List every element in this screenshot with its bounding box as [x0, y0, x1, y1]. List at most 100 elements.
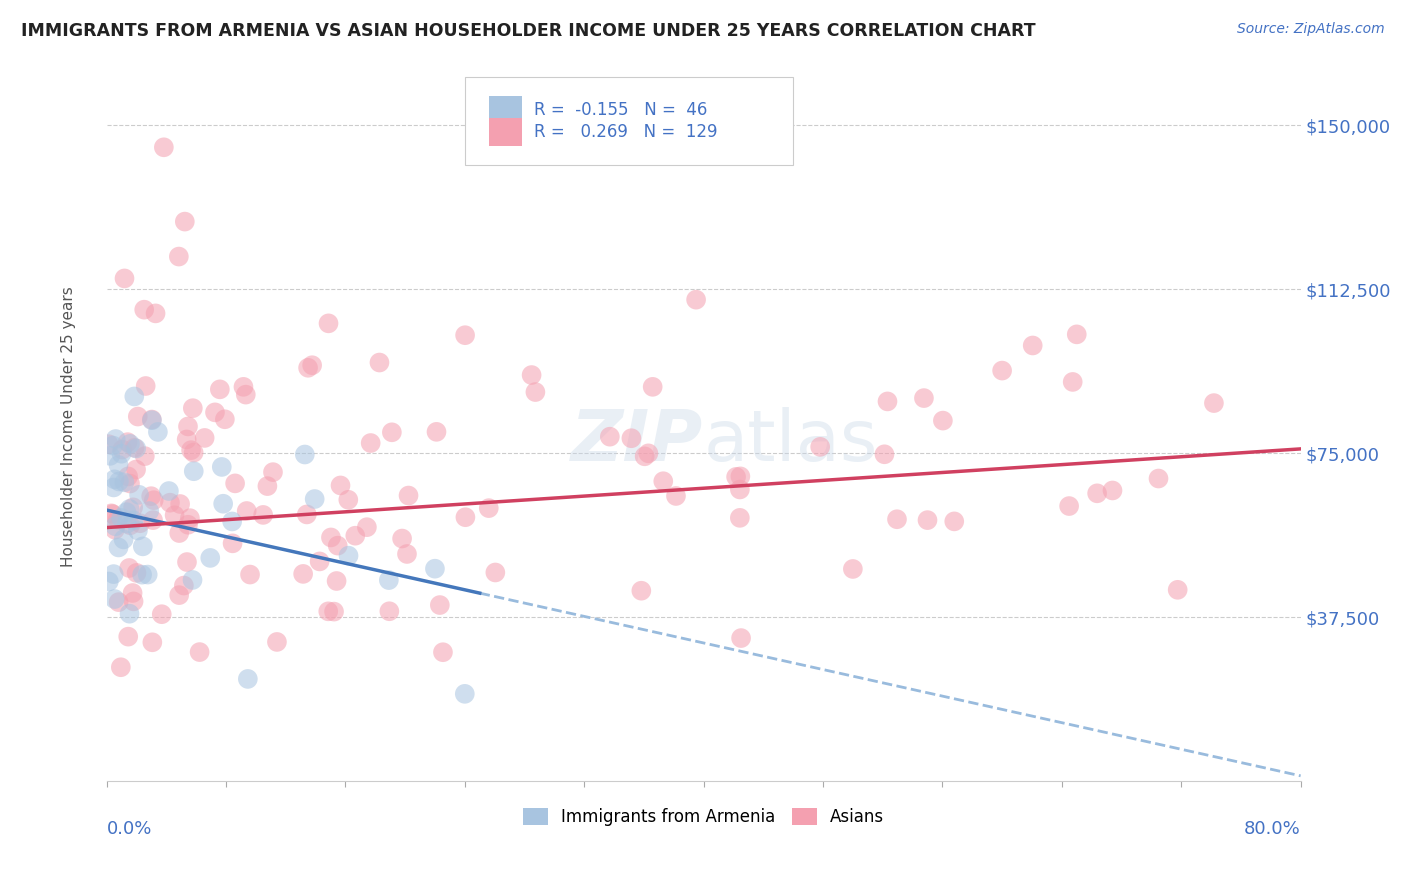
Point	[183, 445, 205, 459]
Point	[378, 604, 401, 618]
Point	[108, 475, 131, 489]
Point	[118, 437, 141, 451]
Point	[138, 504, 160, 518]
Text: atlas: atlas	[703, 407, 877, 475]
Point	[181, 573, 204, 587]
Point	[1101, 483, 1123, 498]
Point	[239, 567, 262, 582]
Point	[188, 645, 211, 659]
Point	[725, 470, 748, 484]
Point	[180, 443, 202, 458]
Point	[326, 539, 349, 553]
Point	[167, 588, 190, 602]
Point	[236, 672, 259, 686]
Point	[432, 645, 454, 659]
Bar	[489, 95, 522, 124]
Point	[124, 441, 146, 455]
Text: 80.0%: 80.0%	[1244, 820, 1301, 838]
Point	[316, 604, 339, 618]
Point	[266, 635, 288, 649]
Point	[110, 447, 132, 461]
Point	[159, 496, 181, 510]
Point	[110, 511, 132, 525]
Point	[107, 541, 129, 555]
Point	[211, 459, 233, 474]
Text: IMMIGRANTS FROM ARMENIA VS ASIAN HOUSEHOLDER INCOME UNDER 25 YEARS CORRELATION C: IMMIGRANTS FROM ARMENIA VS ASIAN HOUSEHO…	[21, 22, 1036, 40]
Point	[122, 500, 145, 515]
Point	[319, 531, 342, 545]
Point	[429, 598, 451, 612]
Point	[478, 501, 501, 516]
Point	[146, 425, 169, 439]
Point	[163, 508, 186, 523]
Point	[107, 512, 129, 526]
Point	[136, 567, 159, 582]
Point	[454, 687, 477, 701]
Point	[398, 489, 420, 503]
Point	[167, 250, 190, 264]
Point	[194, 431, 217, 445]
FancyBboxPatch shape	[465, 77, 793, 165]
Point	[141, 635, 163, 649]
Point	[131, 567, 153, 582]
Point	[423, 562, 446, 576]
Point	[141, 489, 163, 503]
Point	[120, 518, 142, 533]
Point	[391, 532, 413, 546]
Point	[132, 540, 155, 554]
Point	[1147, 471, 1170, 485]
Point	[183, 464, 205, 478]
Point	[104, 592, 127, 607]
Point	[221, 536, 243, 550]
Point	[917, 513, 939, 527]
Point	[118, 607, 141, 621]
Point	[118, 502, 141, 516]
Point	[637, 446, 659, 460]
Point	[728, 511, 751, 525]
Point	[115, 516, 138, 531]
Point	[145, 306, 167, 320]
Point	[292, 566, 315, 581]
Point	[262, 465, 284, 479]
Point	[395, 547, 418, 561]
Point	[337, 549, 360, 563]
Point	[141, 412, 163, 426]
Point	[117, 469, 139, 483]
Point	[125, 442, 148, 456]
Point	[104, 519, 127, 533]
Point	[103, 472, 125, 486]
Point	[200, 550, 222, 565]
Point	[256, 479, 278, 493]
Point	[214, 412, 236, 426]
Point	[318, 317, 340, 331]
Text: R =  -0.155   N =  46: R = -0.155 N = 46	[534, 101, 707, 119]
Point	[842, 562, 865, 576]
Point	[125, 462, 148, 476]
Point	[730, 469, 752, 483]
Point	[134, 302, 156, 317]
Point	[114, 271, 136, 285]
Point	[100, 507, 122, 521]
Point	[204, 405, 226, 419]
Point	[157, 483, 180, 498]
Point	[301, 358, 323, 372]
Point	[122, 513, 145, 527]
Point	[356, 520, 378, 534]
Point	[153, 140, 176, 154]
Point	[111, 442, 134, 457]
Point	[173, 214, 195, 228]
Point	[142, 493, 165, 508]
Point	[127, 524, 149, 538]
Text: 0.0%: 0.0%	[107, 820, 152, 838]
Point	[176, 433, 198, 447]
Point	[112, 533, 135, 547]
Point	[360, 436, 382, 450]
Point	[665, 489, 688, 503]
Point	[652, 474, 675, 488]
Point	[232, 380, 254, 394]
Point	[167, 526, 190, 541]
Point	[150, 607, 173, 622]
Point	[112, 475, 135, 490]
Point	[101, 439, 124, 453]
Point	[295, 508, 318, 522]
